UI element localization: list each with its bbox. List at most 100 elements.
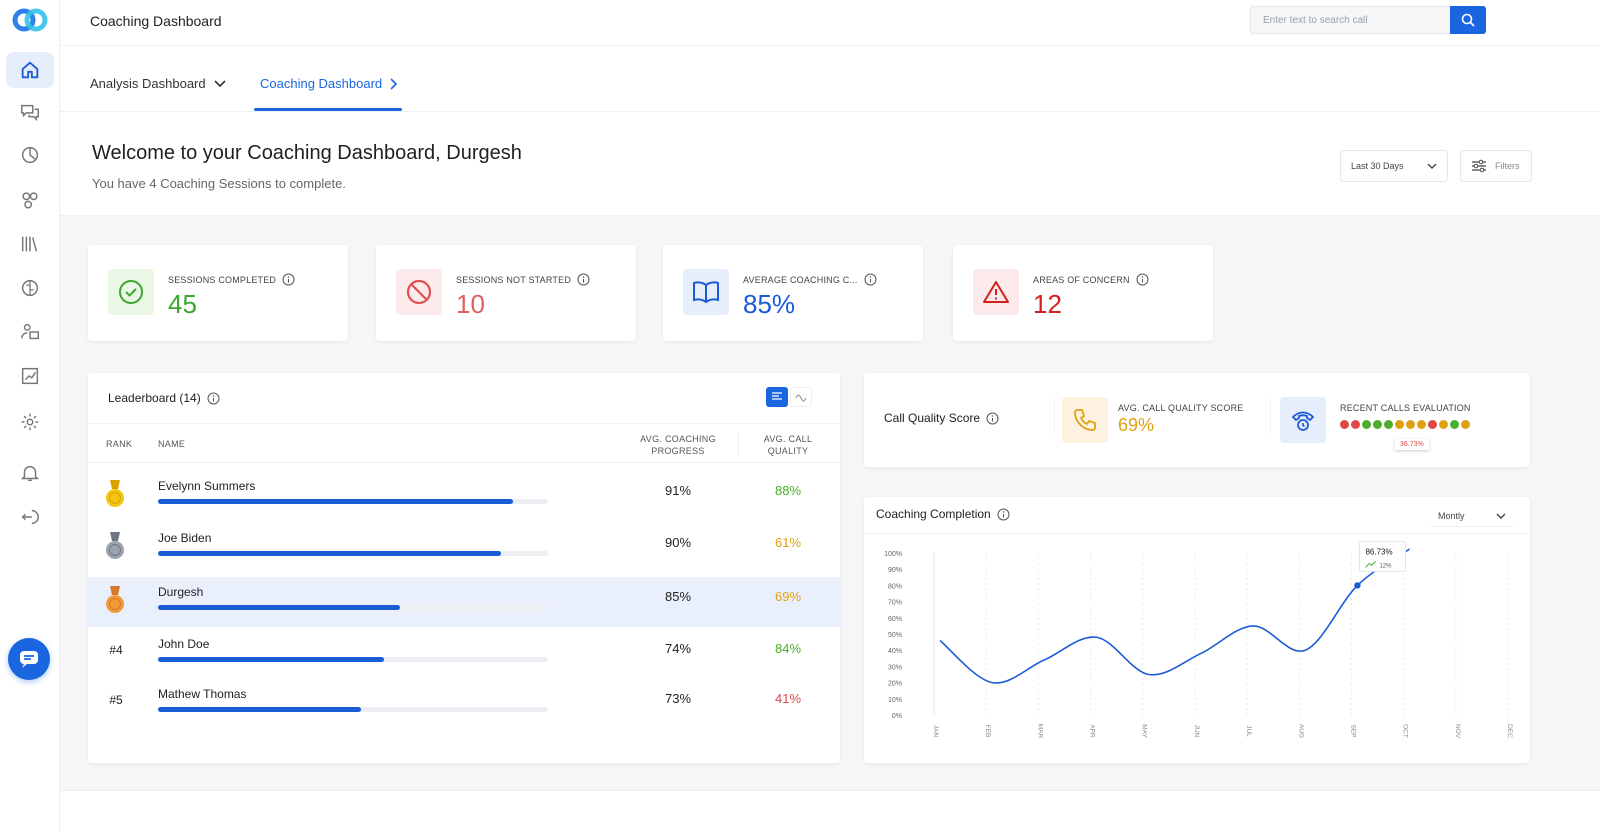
leaderboard-row[interactable]: Joe Biden 90% 61% [88,523,840,573]
call-evaluation-dot[interactable] [1450,420,1459,429]
stat-label-row: SESSIONS NOT STARTED [456,273,590,286]
x-tick-label: MAR [1036,724,1043,739]
participant-name: John Doe [158,637,210,651]
stat-label-row: SESSIONS COMPLETED [168,273,295,286]
x-tick-label: MAY [1141,724,1148,738]
stat-card-sessions-not-started: SESSIONS NOT STARTED 10 [376,245,636,341]
call-evaluation-dot[interactable] [1351,420,1360,429]
active-tab-indicator [254,108,402,111]
progress-bar [158,605,548,610]
search-input[interactable] [1250,6,1450,34]
avg-call-quality: 84% [774,641,802,656]
sidebar-item-logout[interactable] [6,499,54,535]
welcome-section: Welcome to your Coaching Dashboard, Durg… [60,112,1600,216]
sidebar-item-ai[interactable] [6,270,54,306]
stat-card-areas-of-concern: AREAS OF CONCERN 12 [953,245,1213,341]
call-evaluation-dot[interactable] [1384,420,1393,429]
progress-bar-fill [158,657,385,662]
chevron-right-icon [390,77,398,90]
sidebar-item-reports[interactable] [6,137,54,173]
call-evaluation-dot[interactable] [1461,420,1470,429]
sidebar-item-settings[interactable] [6,404,54,440]
call-evaluation-dot[interactable] [1439,420,1448,429]
participant-name: Evelynn Summers [158,479,256,493]
coaching-completion-chart: 0% 10% 20% 30% 40% 50% 60% 70% 80% 90% 100% JAN FEB M… [884,540,1513,739]
y-tick-label: 10% [888,697,902,704]
call-evaluation-dot[interactable] [1362,420,1371,429]
call-evaluation-dot[interactable] [1395,420,1404,429]
info-icon[interactable] [282,273,295,286]
wave-icon [795,394,807,402]
stat-label: SESSIONS COMPLETED [168,274,277,285]
y-tick-label: 70% [888,600,902,607]
sidebar-item-home[interactable] [6,52,54,88]
filters-button[interactable]: Filters [1460,150,1532,182]
x-tick-label: JUN [1193,725,1200,738]
bell-icon [20,465,40,482]
leaderboard-row[interactable]: Evelynn Summers 91% 88% [88,471,840,521]
search-icon [1461,13,1475,27]
sidebar-item-topics[interactable] [6,182,54,218]
leaderboard-row[interactable]: #5 Mathew Thomas 73% 41% [88,679,840,729]
info-icon[interactable] [577,273,590,286]
highlight-point [1354,582,1361,589]
sidebar-item-library[interactable] [6,226,54,262]
call-evaluation-dot[interactable] [1406,420,1415,429]
call-evaluation-dot[interactable] [1373,420,1382,429]
brain-icon [21,279,39,297]
progress-bar-fill [158,499,513,504]
sidebar-item-conversations[interactable] [6,94,54,130]
y-tick-label: 100% [884,551,902,558]
call-evaluation-dot[interactable] [1340,420,1349,429]
info-icon[interactable] [1136,273,1149,286]
tab-analysis-dashboard[interactable]: Analysis Dashboard [90,76,226,91]
progress-bar-fill [158,551,502,556]
info-icon[interactable] [864,273,877,286]
support-chat-button[interactable] [8,638,50,680]
y-tick-label: 50% [888,632,902,639]
info-icon[interactable] [997,508,1010,521]
search-button[interactable] [1450,6,1486,34]
tooltip-delta: 12% [1379,563,1392,569]
divider [1270,399,1271,433]
recent-calls-tooltip: 36.73% [1395,439,1429,450]
x-tick-label: OCT [1402,724,1409,738]
info-icon[interactable] [986,412,999,425]
sidebar-item-analytics[interactable] [6,358,54,394]
leaderboard-header: RANK NAME AVG. COACHING PROGRESS AVG. CA… [88,423,840,463]
y-tick-label: 60% [888,616,902,623]
call-evaluation-dot[interactable] [1428,420,1437,429]
column-name: NAME [158,439,186,449]
trend-view-button[interactable] [790,387,812,407]
info-icon[interactable] [207,392,220,405]
x-tick-label: AUG [1297,724,1304,738]
list-view-button[interactable] [766,387,788,407]
top-bar: Coaching Dashboard [60,0,1600,46]
avg-call-quality-label: AVG. CALL QUALITY SCORE [1118,403,1244,413]
medal-icon [106,532,124,559]
leaderboard-title: Leaderboard (14) [108,391,220,405]
x-tick-label: APR [1089,724,1096,738]
period-select[interactable]: Montly [1430,505,1514,527]
tab-label: Coaching Dashboard [260,76,383,91]
leaderboard-row[interactable]: #4 John Doe 74% 84% [88,629,840,679]
welcome-title: Welcome to your Coaching Dashboard, Durg… [92,142,522,164]
leaderboard-row[interactable]: Durgesh 85% 69% [88,577,840,627]
participant-name: Joe Biden [158,531,212,545]
y-tick-label: 40% [888,648,902,655]
x-tick-label: JUL [1245,725,1252,737]
avg-call-quality: 41% [774,691,802,706]
stat-label-row: AVERAGE COACHING C... [743,273,877,286]
leaderboard-title-text: Leaderboard (14) [108,391,201,405]
tab-coaching-dashboard[interactable]: Coaching Dashboard [260,76,398,91]
sidebar-item-notifications[interactable] [6,455,54,491]
sidebar-item-coaching[interactable] [6,314,54,350]
footer-strip [60,790,1600,832]
coaching-completion-panel: Coaching Completion Montly 0% 10% 20% 30% 40… [864,497,1530,763]
medal-icon [106,586,124,613]
call-evaluation-dot[interactable] [1417,420,1426,429]
date-range-select[interactable]: Last 30 Days [1340,150,1448,182]
book-icon [683,269,729,315]
x-tick-label: FEB [984,725,991,738]
app-logo-icon[interactable] [12,8,48,32]
